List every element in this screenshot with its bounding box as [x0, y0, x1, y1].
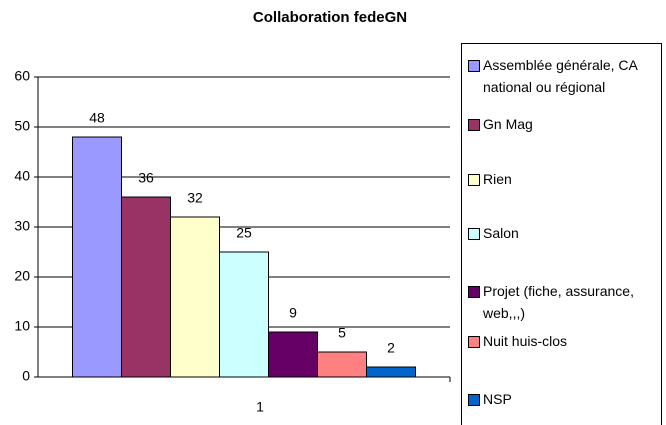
- y-tick-label: 40: [14, 168, 30, 184]
- legend-label: Assemblée générale, CA national ou régio…: [483, 57, 638, 95]
- legend-label: Rien: [483, 171, 512, 187]
- legend: Assemblée générale, CA national ou régio…: [461, 43, 662, 425]
- legend-entry: Gn Mag: [468, 113, 660, 135]
- data-label: 25: [236, 225, 252, 241]
- bar: [72, 136, 122, 378]
- data-label: 9: [289, 305, 297, 321]
- bar: [219, 251, 269, 378]
- bar: [170, 216, 220, 378]
- data-label: 5: [338, 325, 346, 341]
- legend-entry: NSP: [468, 388, 660, 410]
- legend-swatch: [468, 286, 480, 298]
- legend-label: Projet (fiche, assurance, web,,,): [483, 283, 634, 321]
- legend-swatch: [468, 60, 480, 72]
- chart-title: Collaboration fedeGN: [253, 9, 407, 26]
- bar: [317, 351, 367, 378]
- legend-swatch: [468, 394, 480, 406]
- y-tick-label: 20: [14, 268, 30, 284]
- bar: [268, 331, 318, 378]
- data-label: 2: [387, 340, 395, 356]
- legend-swatch: [468, 174, 480, 186]
- x-tick-label: 1: [256, 399, 264, 415]
- data-label: 32: [187, 190, 203, 206]
- legend-swatch: [468, 336, 480, 348]
- legend-label: Salon: [483, 225, 519, 241]
- legend-entry: Rien: [468, 168, 660, 190]
- legend-entry: Assemblée générale, CA national ou régio…: [468, 54, 660, 98]
- legend-entry: Projet (fiche, assurance, web,,,): [468, 280, 660, 324]
- legend-entry: Nuit huis-clos: [468, 330, 660, 352]
- y-tick-label: 30: [14, 218, 30, 234]
- y-tick-label: 0: [22, 368, 30, 384]
- legend-label: Nuit huis-clos: [483, 333, 568, 349]
- data-label: 48: [89, 110, 105, 126]
- bar: [366, 366, 416, 378]
- legend-label: Gn Mag: [483, 116, 533, 132]
- y-tick-label: 10: [14, 318, 30, 334]
- legend-entry: Salon: [468, 222, 660, 244]
- data-label: 36: [138, 170, 154, 186]
- legend-label: NSP: [483, 391, 512, 407]
- y-tick-label: 50: [14, 118, 30, 134]
- legend-swatch: [468, 228, 480, 240]
- y-tick-label: 60: [14, 68, 30, 84]
- legend-swatch: [468, 119, 480, 131]
- bar: [121, 196, 171, 378]
